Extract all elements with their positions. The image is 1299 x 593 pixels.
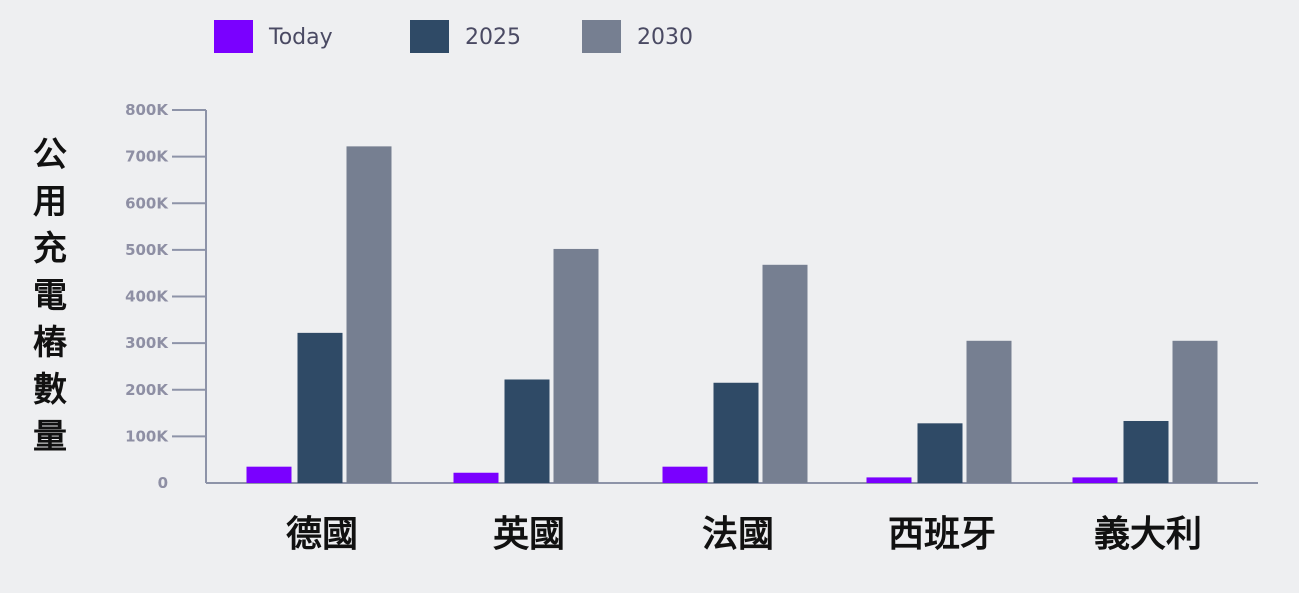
legend-item: 2025 [410, 20, 521, 53]
bar [297, 332, 343, 483]
y-tick-label: 700K [125, 148, 169, 166]
legend-swatch [410, 20, 449, 53]
legend-item: Today [214, 20, 333, 53]
axes: 0 100K 200K 300K 400K 500K 600K 700K 800K [125, 101, 1258, 492]
bar [1123, 420, 1169, 483]
bar-group [662, 264, 808, 483]
y-axis-label-char: 用 [33, 182, 67, 222]
bar [917, 423, 963, 483]
y-tick-label: 600K [125, 194, 169, 212]
y-tick-label: 0 [158, 474, 168, 492]
legend-label: 2025 [465, 25, 521, 50]
x-axis-categories: 德國 英國 法國 西班牙 義大利 [286, 514, 1202, 555]
y-axis-label-char: 樁 [33, 323, 68, 363]
y-tick-label: 800K [125, 101, 169, 119]
bars [246, 146, 1218, 483]
bar [453, 472, 499, 483]
category-label: 義大利 [1094, 514, 1202, 555]
category-label: 德國 [286, 514, 358, 555]
bar [966, 340, 1012, 483]
bar [662, 466, 708, 483]
bar [346, 146, 392, 483]
y-axis-label-char: 量 [33, 417, 67, 457]
category-label: 英國 [493, 514, 565, 555]
legend-swatch [214, 20, 253, 53]
bar [866, 477, 912, 483]
bar [553, 248, 599, 483]
legend: Today 2025 2030 [214, 20, 693, 53]
y-axis-label-char: 公 [33, 135, 67, 175]
legend-label: 2030 [637, 25, 693, 50]
legend-swatch [582, 20, 621, 53]
legend-item: 2030 [582, 20, 693, 53]
bar [762, 264, 808, 483]
legend-label: Today [268, 25, 333, 50]
bar [1172, 340, 1218, 483]
bar [504, 379, 550, 483]
bar-group [1072, 340, 1218, 483]
y-axis-label-char: 數 [33, 370, 67, 410]
y-tick-label: 100K [125, 427, 169, 445]
y-tick-label: 400K [125, 288, 169, 306]
y-tick-label: 300K [125, 334, 169, 352]
bar [1072, 477, 1118, 483]
category-label: 法國 [702, 514, 774, 555]
y-axis-label-char: 充 [33, 229, 67, 269]
bar-group [246, 146, 392, 483]
y-axis-label-char: 電 [33, 276, 67, 316]
y-tick-label: 500K [125, 241, 169, 259]
bar [713, 382, 759, 483]
y-tick-label: 200K [125, 381, 169, 399]
bar-group [453, 248, 599, 483]
bar [246, 466, 292, 483]
bar-group [866, 340, 1012, 483]
category-label: 西班牙 [888, 514, 996, 555]
